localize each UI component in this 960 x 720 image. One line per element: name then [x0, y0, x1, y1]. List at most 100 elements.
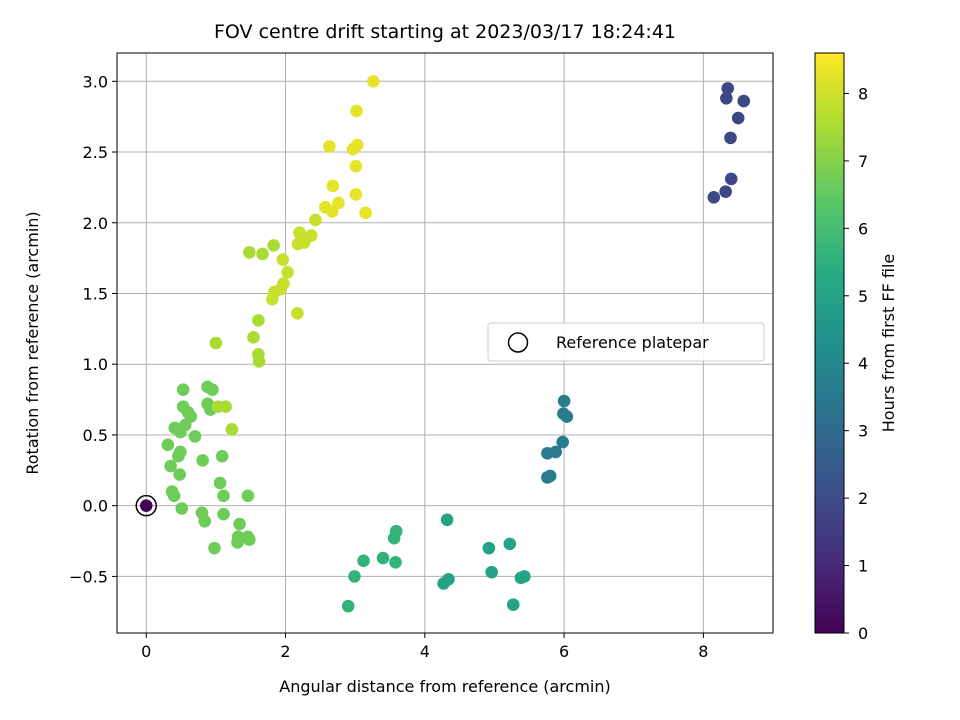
data-point: [357, 554, 370, 568]
data-point: [506, 598, 520, 612]
legend-marker-icon: [507, 332, 529, 353]
data-point: [243, 246, 256, 259]
reference-platepar-marker: [135, 494, 157, 517]
data-point: [291, 306, 304, 320]
data-point: [359, 206, 372, 220]
data-point: [514, 571, 528, 585]
colorbar-tick-label: 2: [858, 489, 868, 508]
data-point: [560, 410, 574, 423]
x-tick-label: 8: [698, 642, 708, 661]
data-point: [482, 541, 496, 555]
data-point: [349, 188, 363, 201]
data-point: [556, 435, 569, 449]
data-point: [252, 314, 265, 327]
data-point: [225, 422, 239, 436]
y-axis-label: Rotation from reference (arcmin): [23, 211, 42, 474]
data-point: [731, 111, 745, 125]
y-tick-label: 1.0: [83, 355, 108, 374]
x-tick-label: 2: [280, 642, 290, 661]
legend-box: [487, 322, 765, 362]
data-points: [135, 74, 751, 613]
data-point: [208, 541, 221, 555]
data-point: [541, 447, 554, 460]
data-point: [485, 565, 498, 579]
data-point: [440, 513, 454, 527]
x-axis-label: Angular distance from reference (arcmin): [279, 677, 610, 696]
colorbar-tick-label: 5: [858, 287, 868, 306]
data-point: [724, 172, 738, 186]
x-axis-ticks: 0 2 4 6 8: [141, 633, 708, 661]
data-point: [350, 104, 363, 118]
data-point: [707, 190, 721, 204]
data-point: [341, 599, 355, 613]
x-tick-label: 6: [559, 642, 569, 661]
colorbar-tick-label: 0: [858, 624, 868, 643]
data-point: [323, 140, 336, 153]
data-point: [213, 476, 227, 490]
data-point: [281, 265, 294, 279]
colorbar-tick-label: 7: [858, 152, 868, 171]
data-point: [174, 425, 187, 439]
data-point: [724, 131, 737, 145]
data-point: [366, 74, 380, 88]
data-point: [304, 229, 318, 242]
y-tick-label: 0.0: [83, 497, 108, 516]
data-point: [309, 213, 322, 227]
data-point: [247, 331, 260, 344]
chart-title: FOV centre drift starting at 2023/03/17 …: [214, 21, 676, 43]
data-point: [720, 91, 733, 105]
data-point: [350, 138, 364, 152]
y-tick-label: 2.0: [83, 214, 108, 233]
colorbar-gradient: [814, 52, 845, 634]
data-point: [176, 383, 190, 396]
data-point: [389, 555, 402, 569]
data-point: [171, 449, 185, 463]
y-tick-label: 2.5: [83, 143, 108, 162]
colorbar-tick-label: 6: [858, 219, 868, 238]
reference-data-point: [139, 499, 153, 512]
colorbar: 0 1 2 3 4 5 6 7 8 Hours from first FF file: [814, 52, 898, 643]
colorbar-tick-label: 3: [858, 422, 868, 441]
data-point: [557, 394, 571, 408]
data-point: [503, 537, 517, 551]
data-point: [196, 454, 209, 467]
data-point: [231, 536, 244, 549]
data-point: [348, 570, 361, 583]
data-point: [198, 514, 212, 528]
legend: Reference platepar: [487, 322, 765, 362]
data-point: [541, 471, 554, 484]
data-point: [217, 489, 230, 503]
data-point: [267, 239, 280, 252]
data-point: [215, 449, 229, 463]
y-axis-ticks: −0.5 0.0 0.5 1.0 1.5 2.0 2.5 3.0: [69, 72, 117, 586]
data-point: [721, 82, 735, 95]
x-tick-label: 0: [141, 642, 151, 661]
data-point: [188, 430, 202, 443]
data-point: [349, 159, 363, 173]
data-point: [437, 577, 450, 590]
data-point: [164, 459, 177, 473]
data-point: [173, 468, 186, 481]
data-point: [737, 94, 751, 108]
data-point: [217, 507, 230, 521]
colorbar-label: Hours from first FF file: [879, 254, 898, 433]
data-point: [241, 489, 255, 503]
x-tick-label: 4: [420, 642, 430, 661]
data-point: [175, 502, 189, 515]
data-point: [252, 355, 266, 368]
data-point: [326, 179, 340, 193]
y-tick-label: −0.5: [69, 567, 108, 586]
legend-entry-label: Reference platepar: [556, 333, 709, 352]
data-point: [277, 277, 290, 290]
data-point: [219, 400, 232, 413]
data-point: [387, 531, 401, 545]
y-tick-label: 3.0: [83, 72, 108, 91]
data-point: [293, 226, 306, 239]
data-point: [233, 517, 246, 531]
colorbar-tick-label: 8: [858, 84, 868, 103]
data-point: [167, 489, 181, 503]
data-point: [206, 383, 219, 396]
data-point: [256, 247, 269, 261]
data-point: [276, 253, 290, 266]
data-point: [209, 336, 223, 350]
